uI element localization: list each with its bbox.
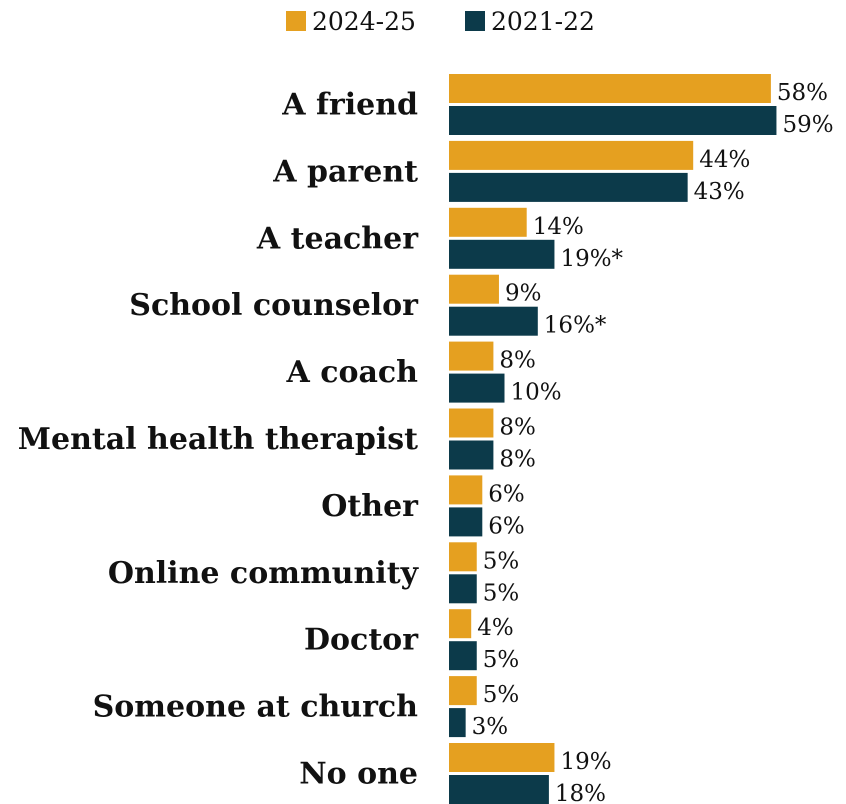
bar-2024-25-a-friend	[449, 74, 771, 103]
value-label-2021-22-a-parent: 43%	[694, 179, 745, 205]
bar-2021-22-doctor	[449, 641, 477, 671]
bars	[449, 74, 777, 804]
bar-2021-22-school-counselor	[449, 306, 538, 336]
bar-2021-22-mental-health-therapist	[449, 440, 494, 470]
category-label-other: Other	[321, 489, 419, 524]
bar-2024-25-a-teacher	[449, 207, 527, 237]
value-label-2021-22-no-one: 18%	[555, 781, 606, 804]
value-label-2024-25-a-teacher: 14%	[533, 214, 584, 240]
legend-swatch-2024-25	[286, 11, 306, 31]
value-label-2024-25-a-parent: 44%	[699, 147, 750, 173]
value-label-2021-22-a-teacher: 19%*	[560, 246, 623, 272]
bar-2021-22-a-friend	[449, 106, 777, 135]
legend-label-2021-22: 2021-22	[491, 7, 595, 36]
bar-2021-22-no-one	[449, 775, 549, 804]
value-label-2024-25-mental-health-therapist: 8%	[499, 415, 536, 441]
category-label-a-teacher: A teacher	[256, 221, 419, 256]
value-label-2024-25-online-community: 5%	[483, 548, 520, 574]
value-label-2021-22-a-friend: 59%	[782, 112, 833, 138]
category-label-a-parent: A parent	[272, 154, 418, 189]
bar-2021-22-online-community	[449, 574, 477, 604]
legend: 2024-25 2021-22	[286, 7, 595, 36]
value-label-2024-25-a-coach: 8%	[499, 348, 536, 374]
value-label-2024-25-someone-at-church: 5%	[483, 682, 520, 708]
category-label-a-coach: A coach	[285, 355, 418, 390]
category-labels: A friend A parent A teacher School counselo…	[18, 88, 420, 792]
category-label-someone-at-church: Someone at church	[93, 690, 419, 725]
value-label-2021-22-other: 6%	[488, 513, 525, 539]
category-label-mental-health-therapist: Mental health therapist	[18, 422, 418, 457]
bar-2021-22-a-coach	[449, 373, 505, 403]
bar-2024-25-other	[449, 475, 483, 505]
category-label-school-counselor: School counselor	[129, 288, 419, 323]
value-label-2021-22-school-counselor: 16%*	[544, 313, 607, 339]
value-label-2024-25-doctor: 4%	[477, 615, 514, 641]
value-label-2021-22-a-coach: 10%	[511, 380, 562, 406]
bar-2024-25-school-counselor	[449, 274, 499, 304]
bar-2024-25-someone-at-church	[449, 676, 477, 706]
category-label-online-community: Online community	[108, 556, 420, 591]
bar-2021-22-a-teacher	[449, 239, 555, 269]
value-label-2021-22-online-community: 5%	[483, 580, 520, 606]
category-label-doctor: Doctor	[304, 623, 419, 658]
value-label-2021-22-doctor: 5%	[483, 647, 520, 673]
bar-2021-22-other	[449, 507, 483, 537]
value-label-2024-25-other: 6%	[488, 481, 525, 507]
value-label-2024-25-no-one: 19%	[560, 749, 611, 775]
value-label-2024-25-school-counselor: 9%	[505, 281, 542, 307]
bar-2024-25-online-community	[449, 542, 477, 572]
bar-2024-25-a-coach	[449, 341, 494, 371]
bar-2021-22-a-parent	[449, 172, 688, 202]
bar-2024-25-a-parent	[449, 140, 694, 170]
legend-swatch-2021-22	[465, 11, 485, 31]
legend-label-2024-25: 2024-25	[312, 7, 416, 36]
category-label-no-one: No one	[299, 757, 418, 792]
bar-2021-22-someone-at-church	[449, 708, 466, 738]
value-label-2024-25-a-friend: 58%	[777, 80, 828, 106]
value-label-2021-22-someone-at-church: 3%	[472, 714, 509, 740]
value-labels: 58% 59% 44% 43% 14% 19%* 9%16%* 8% 10% 8% 8% 6% 6% 5%…	[472, 80, 834, 804]
bar-2024-25-no-one	[449, 743, 555, 772]
category-label-a-friend: A friend	[281, 88, 418, 123]
bar-2024-25-doctor	[449, 609, 472, 639]
value-label-2021-22-mental-health-therapist: 8%	[499, 447, 536, 473]
bar-2024-25-mental-health-therapist	[449, 408, 494, 438]
